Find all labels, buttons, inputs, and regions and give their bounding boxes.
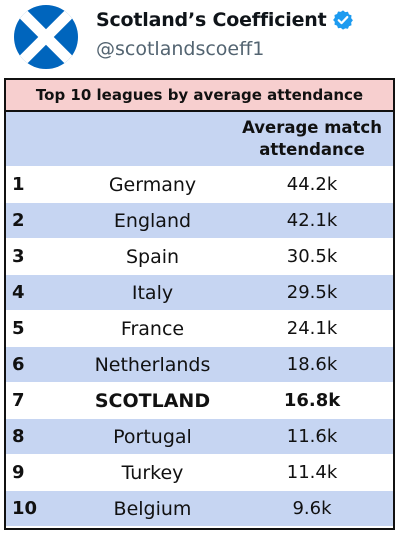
user-handle[interactable]: @scotlandscoeff1 — [96, 38, 265, 60]
league-cell: Turkey — [74, 454, 231, 491]
league-cell: Netherlands — [74, 346, 231, 383]
rank-cell: 1 — [6, 166, 74, 203]
attendance-header-line2: attendance — [259, 140, 365, 159]
table-row: 3 Spain 30.5k — [6, 238, 393, 275]
league-cell: Germany — [74, 166, 231, 203]
rank-cell: 4 — [6, 274, 74, 311]
rank-cell: 6 — [6, 346, 74, 383]
table-row: 1 Germany 44.2k — [6, 166, 393, 203]
table-row: 4 Italy 29.5k — [6, 274, 393, 311]
table-row: 8 Portugal 11.6k — [6, 418, 393, 455]
table-row: 6 Netherlands 18.6k — [6, 346, 393, 383]
scotland-saltire-flag-icon — [14, 5, 78, 69]
table-row: 10 Belgium 9.6k — [6, 490, 393, 526]
attendance-cell: 44.2k — [231, 166, 393, 203]
rank-cell: 10 — [6, 490, 74, 526]
league-cell: Spain — [74, 238, 231, 275]
table-header-row: Average match attendance — [6, 111, 393, 167]
verified-badge-icon — [332, 9, 354, 31]
attendance-table: Top 10 leagues by average attendance Ave… — [6, 80, 393, 526]
table-row: 9 Turkey 11.4k — [6, 454, 393, 491]
league-cell: France — [74, 310, 231, 347]
display-name[interactable]: Scotland’s Coefficient — [96, 9, 327, 31]
table-row: 7 SCOTLAND 16.8k — [6, 382, 393, 419]
league-cell: Portugal — [74, 418, 231, 455]
attendance-cell: 9.6k — [231, 490, 393, 526]
attendance-cell: 29.5k — [231, 274, 393, 311]
league-cell: SCOTLAND — [74, 382, 231, 419]
table-title: Top 10 leagues by average attendance — [6, 80, 393, 112]
rank-cell: 5 — [6, 310, 74, 347]
attendance-cell: 30.5k — [231, 238, 393, 275]
attendance-cell: 11.4k — [231, 454, 393, 491]
profile-avatar[interactable] — [14, 5, 78, 69]
display-name-row[interactable]: Scotland’s Coefficient — [96, 6, 354, 34]
tweet-header: Scotland’s Coefficient @scotlandscoeff1 — [0, 0, 401, 78]
rank-cell: 7 — [6, 382, 74, 419]
rank-cell: 2 — [6, 202, 74, 239]
attendance-cell: 42.1k — [231, 202, 393, 239]
table-row: 2 England 42.1k — [6, 202, 393, 239]
league-header — [74, 111, 231, 167]
attendance-cell: 11.6k — [231, 418, 393, 455]
league-cell: Belgium — [74, 490, 231, 526]
rank-cell: 8 — [6, 418, 74, 455]
rank-cell: 3 — [6, 238, 74, 275]
league-cell: England — [74, 202, 231, 239]
rank-cell: 9 — [6, 454, 74, 491]
attendance-cell: 16.8k — [231, 382, 393, 419]
table-row: 5 France 24.1k — [6, 310, 393, 347]
table-title-row: Top 10 leagues by average attendance — [6, 80, 393, 112]
rank-header — [6, 111, 74, 167]
attendance-table-container: Top 10 leagues by average attendance Ave… — [4, 78, 395, 530]
attendance-cell: 24.1k — [231, 310, 393, 347]
attendance-header-line1: Average match — [242, 118, 382, 137]
attendance-header: Average match attendance — [231, 111, 393, 167]
attendance-cell: 18.6k — [231, 346, 393, 383]
league-cell: Italy — [74, 274, 231, 311]
